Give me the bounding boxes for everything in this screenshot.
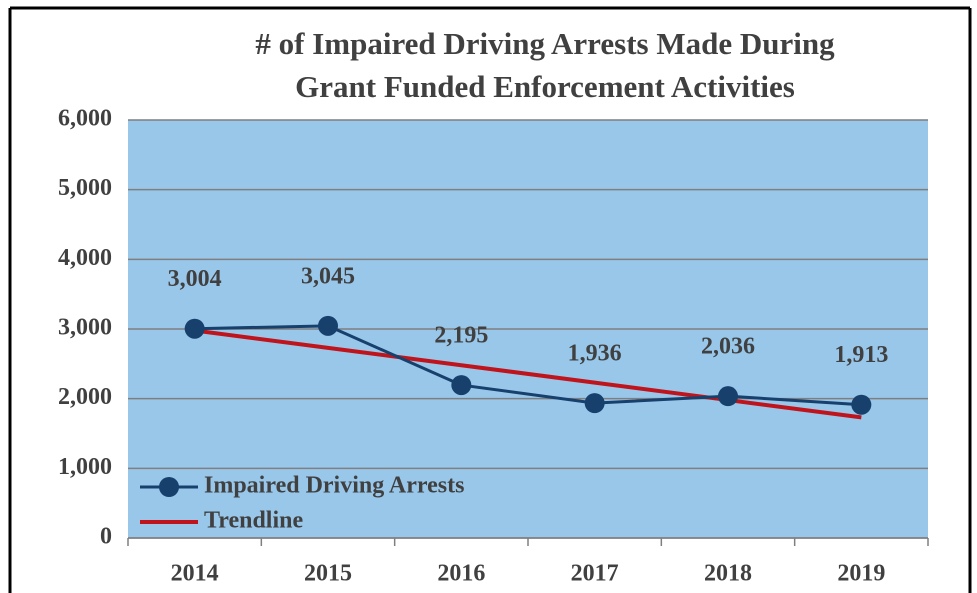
legend-label: Impaired Driving Arrests [204,473,464,499]
x-tick-label: 2018 [704,561,752,587]
data-label: 2,195 [434,323,488,349]
y-tick-label: 2,000 [58,384,112,410]
y-tick-label: 1,000 [58,454,112,480]
data-point [851,394,872,415]
x-tick-label: 2015 [304,561,352,587]
legend-label: Trendline [204,508,303,534]
x-tick-label: 2016 [437,561,485,587]
y-tick-label: 4,000 [58,245,112,271]
data-point [718,386,738,407]
legend-marker [159,477,179,497]
chart-title: # of Impaired Driving Arrests Made Durin… [255,26,835,61]
chart-title: Grant Funded Enforcement Activities [295,69,795,104]
x-tick-label: 2017 [571,561,619,587]
y-tick-label: 5,000 [58,175,112,201]
x-tick-label: 2019 [837,561,885,587]
data-point [184,318,205,339]
data-label: 3,004 [168,266,222,292]
y-tick-label: 6,000 [58,106,112,132]
x-tick-label: 2014 [171,561,219,587]
y-tick-label: 0 [100,524,112,550]
data-label: 2,036 [701,334,755,360]
data-point [451,375,472,396]
y-tick-label: 3,000 [58,315,112,341]
data-label: 1,913 [834,342,888,368]
data-point [584,393,605,414]
data-point [318,315,338,336]
data-label: 3,045 [301,263,355,289]
data-label: 1,936 [568,341,622,367]
series-line [194,328,862,420]
series-line [194,324,862,407]
